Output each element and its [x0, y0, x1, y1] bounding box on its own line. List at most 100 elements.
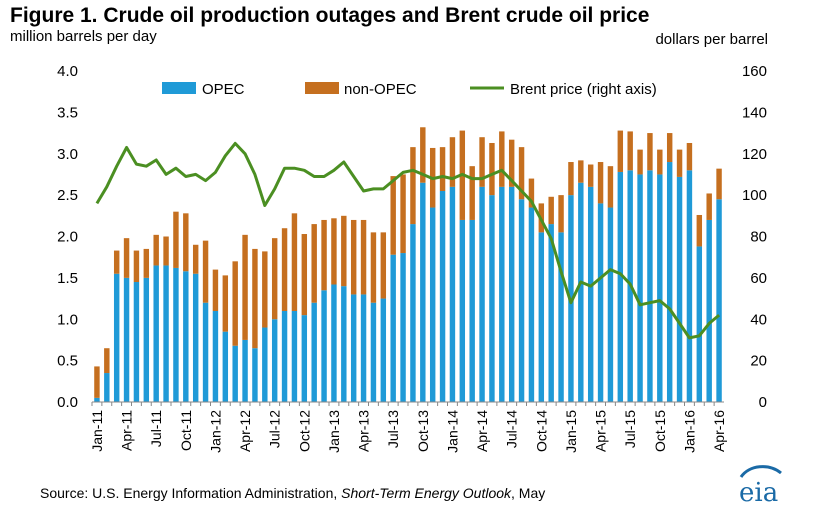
non-opec-bar — [133, 250, 140, 283]
opec-bar — [173, 267, 179, 402]
non-opec-bar — [113, 250, 120, 274]
opec-bar — [153, 265, 159, 402]
opec-bar — [528, 207, 535, 402]
opec-bar — [380, 298, 387, 402]
opec-bar — [143, 277, 150, 402]
source-note: Source: U.S. Energy Information Administ… — [40, 485, 545, 501]
bar-series — [94, 127, 722, 402]
opec-bar — [192, 273, 199, 402]
opec-bar — [271, 319, 278, 402]
logo-arc-icon — [739, 465, 782, 478]
non-opec-bar — [262, 251, 268, 328]
opec-bar — [420, 182, 426, 402]
opec-bar — [212, 310, 219, 402]
x-tick-label: Jan-16 — [681, 410, 697, 453]
opec-bar — [133, 282, 140, 402]
non-opec-bar — [508, 139, 515, 187]
opec-bar — [548, 224, 554, 402]
opec-bar — [311, 302, 317, 402]
x-tick-label: Oct-15 — [652, 410, 668, 452]
opec-bar — [370, 302, 377, 402]
right-axis-unit: dollars per barrel — [655, 31, 768, 48]
opec-bar — [410, 224, 416, 402]
non-opec-bar — [360, 219, 367, 295]
non-opec-bar — [390, 176, 396, 255]
opec-bar — [232, 345, 238, 402]
right-tick-label: 40 — [750, 311, 767, 328]
x-tick-label: Oct-12 — [296, 410, 312, 452]
opec-bar — [281, 310, 288, 402]
non-opec-bar — [499, 131, 505, 187]
non-opec-bar — [252, 248, 258, 349]
non-opec-bar — [706, 193, 712, 220]
right-tick-label: 120 — [742, 146, 767, 163]
right-tick-label: 140 — [742, 104, 767, 121]
opec-bar — [637, 174, 643, 402]
non-opec-bar — [400, 174, 406, 254]
source-publication: Short-Term Energy Outlook — [341, 485, 512, 501]
non-opec-bar — [676, 149, 683, 177]
x-tick-label: Jan-13 — [326, 410, 342, 453]
x-tick-label: Jul-15 — [622, 410, 638, 448]
non-opec-bar — [341, 215, 347, 287]
opec-bar — [716, 199, 722, 402]
non-opec-bar — [380, 232, 387, 299]
non-opec-bar — [350, 219, 357, 295]
opec-bar — [607, 207, 614, 402]
non-opec-bar — [321, 219, 327, 291]
left-tick-label: 2.5 — [57, 187, 78, 204]
x-tick-label: Jan-12 — [207, 410, 223, 453]
opec-bar — [459, 219, 466, 402]
x-tick-label: Apr-16 — [711, 410, 727, 452]
opec-bar — [538, 232, 545, 402]
opec-bar — [686, 170, 693, 402]
x-tick-label: Jan-11 — [89, 410, 105, 452]
non-opec-bar — [469, 166, 475, 220]
right-tick-label: 20 — [750, 353, 767, 370]
non-opec-bar — [716, 168, 722, 200]
non-opec-bar — [518, 147, 525, 200]
non-opec-bar — [153, 234, 159, 266]
opec-bar — [479, 186, 485, 402]
non-opec-bar — [331, 218, 337, 285]
non-opec-bar — [212, 269, 219, 311]
right-tick-label: 60 — [750, 270, 767, 287]
opec-bar — [222, 331, 229, 402]
non-opec-bar — [528, 178, 535, 208]
opec-bar — [587, 186, 594, 402]
left-tick-label: 4.0 — [57, 63, 78, 80]
opec-bar — [449, 186, 456, 402]
opec-bar — [558, 232, 564, 402]
left-axis: 0.0 0.5 1.0 1.5 2.0 2.5 3.0 3.5 4.0 — [57, 63, 78, 411]
opec-bar — [508, 186, 515, 402]
opec-bar — [341, 286, 347, 402]
opec-bar — [489, 195, 495, 402]
non-opec-bar — [439, 147, 446, 191]
non-opec-bar — [291, 213, 298, 311]
right-tick-label: 80 — [750, 229, 767, 246]
opec-bar — [123, 277, 130, 402]
non-opec-bar — [192, 244, 199, 274]
x-tick-label: Oct-11 — [178, 410, 194, 451]
opec-bar — [360, 294, 367, 402]
non-opec-bar — [686, 142, 693, 171]
non-opec-bar — [489, 142, 495, 196]
logo-text: eia — [739, 478, 778, 505]
opec-bar — [301, 315, 308, 402]
non-opec-bar — [370, 232, 377, 303]
non-opec-bar — [587, 164, 594, 187]
opec-bar — [696, 246, 703, 402]
opec-bar — [242, 339, 248, 402]
right-tick-label: 100 — [742, 187, 767, 204]
opec-bar — [429, 207, 436, 402]
left-tick-label: 3.5 — [57, 104, 78, 121]
right-tick-label: 0 — [759, 394, 767, 411]
brent-line-series — [95, 141, 721, 340]
non-opec-bar — [410, 147, 416, 225]
x-tick-label: Jul-12 — [267, 410, 283, 448]
x-tick-label: Oct-13 — [415, 410, 431, 452]
non-opec-bar — [183, 213, 189, 272]
x-tick-label: Apr-15 — [593, 410, 609, 452]
x-tick-label: Jul-11 — [148, 410, 164, 447]
